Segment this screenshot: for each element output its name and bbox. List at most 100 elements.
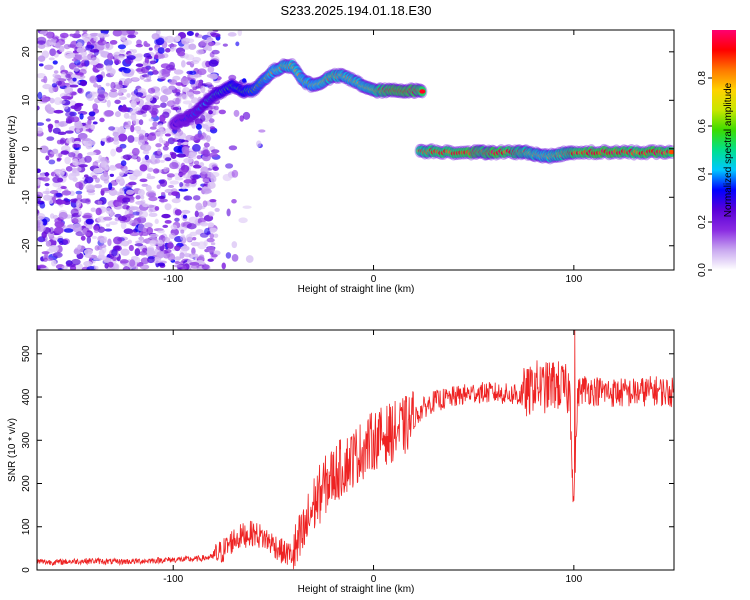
noise-blob: [60, 71, 67, 79]
noise-blob: [146, 173, 152, 178]
noise-blob: [86, 93, 95, 101]
noise-blob: [179, 181, 184, 188]
noise-blob: [46, 257, 54, 262]
noise-blob: [180, 222, 186, 228]
noise-blob: [157, 239, 164, 247]
noise-blob: [100, 173, 110, 182]
noise-blob: [190, 155, 197, 160]
noise-blob: [48, 244, 59, 253]
noise-blob: [97, 39, 107, 46]
noise-blob: [197, 241, 207, 250]
noise-blob: [156, 184, 161, 190]
noise-blob: [183, 157, 193, 164]
noise-blob: [130, 124, 135, 133]
noise-blob: [56, 198, 63, 206]
colorbar-ticks: 0.0 0.2 0.4 0.6 0.8: [697, 71, 712, 277]
noise-blob: [209, 233, 215, 239]
noise-blob: [142, 113, 147, 118]
noise-blob: [177, 225, 187, 232]
noise-blob: [64, 86, 74, 95]
noise-blob: [155, 143, 162, 148]
noise-blob: [127, 34, 137, 39]
noise-blob: [237, 30, 243, 37]
noise-blob: [142, 238, 151, 243]
noise-blob: [209, 52, 215, 58]
noise-blob: [207, 258, 214, 262]
noise-blob: [98, 33, 107, 39]
noise-blob: [52, 127, 61, 134]
noise-blob: [140, 195, 145, 200]
noise-blob: [59, 32, 69, 39]
noise-blob: [144, 132, 149, 137]
noise-blob: [218, 109, 226, 115]
noise-blob: [175, 97, 180, 105]
noise-blob: [144, 222, 153, 228]
noise-blob: [104, 263, 109, 269]
noise-blob: [83, 174, 89, 178]
noise-blob: [169, 162, 179, 170]
noise-blob: [120, 248, 130, 256]
noise-blob: [190, 265, 200, 269]
noise-blob: [99, 117, 105, 123]
noise-blob: [94, 245, 100, 251]
y-tick-label: 400: [21, 388, 32, 405]
noise-blob: [182, 214, 188, 219]
noise-blob: [52, 35, 60, 40]
noise-blob: [131, 77, 140, 81]
noise-blob: [97, 89, 105, 95]
noise-blob: [46, 31, 54, 39]
noise-blob: [199, 114, 206, 122]
noise-blob: [132, 49, 137, 54]
noise-blob: [191, 97, 199, 104]
y-tick-label: 10: [21, 94, 32, 106]
colorbar-tick-label: 0.4: [697, 167, 708, 181]
noise-blob: [49, 48, 57, 57]
noise-blob: [37, 127, 43, 134]
noise-blob: [122, 168, 129, 174]
noise-blob: [143, 52, 152, 58]
noise-blob: [119, 187, 125, 194]
noise-blob: [95, 207, 102, 216]
noise-blob: [61, 95, 72, 100]
noise-blob: [188, 43, 197, 50]
y-tick-label: 300: [21, 431, 32, 448]
noise-blob: [71, 218, 79, 224]
snr-frame: [36, 329, 675, 571]
noise-blob: [39, 202, 46, 209]
noise-blob: [70, 208, 79, 216]
noise-blob: [206, 237, 215, 243]
noise-blob: [90, 124, 95, 131]
noise-blob: [205, 82, 213, 86]
noise-blob: [164, 157, 172, 162]
noise-blob: [45, 155, 50, 161]
noise-blob: [171, 191, 179, 196]
noise-blob: [196, 49, 205, 55]
noise-blob: [174, 256, 181, 261]
noise-blob: [213, 233, 219, 238]
noise-blob: [206, 246, 216, 253]
x-tick-label: 100: [565, 574, 582, 585]
noise-blob: [144, 154, 150, 161]
noise-blob: [159, 53, 165, 59]
noise-blob: [180, 234, 186, 241]
noise-blob: [51, 83, 58, 88]
colorbar-tick-label: 0.0: [697, 263, 708, 277]
noise-blob: [75, 190, 83, 195]
noise-blob: [52, 252, 63, 259]
noise-blob: [209, 126, 216, 130]
noise-blob: [76, 193, 83, 200]
noise-blob: [54, 120, 60, 124]
noise-blob: [192, 236, 197, 241]
noise-blob: [154, 218, 159, 224]
noise-blob: [167, 253, 176, 261]
noise-blob: [126, 30, 136, 35]
noise-blob: [146, 74, 152, 82]
noise-blob: [195, 123, 202, 130]
noise-blob: [37, 265, 47, 269]
noise-blob: [84, 123, 92, 129]
noise-blob: [166, 173, 175, 178]
noise-blob: [77, 153, 83, 159]
noise-blob: [134, 125, 142, 132]
noise-blob: [65, 53, 76, 59]
noise-blob: [158, 137, 164, 144]
